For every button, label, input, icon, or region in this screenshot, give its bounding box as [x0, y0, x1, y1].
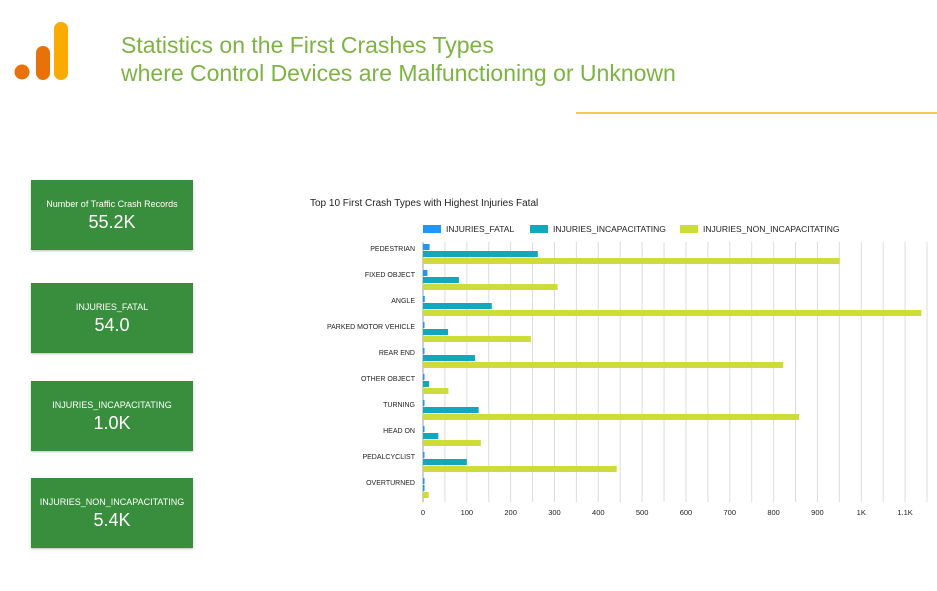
bar[interactable] — [423, 258, 840, 264]
bar[interactable] — [423, 388, 449, 394]
chart-category-labels: PEDESTRIAN FIXED OBJECT ANGLE PARKED MOTOR … — [327, 246, 416, 487]
legend-label: INJURIES_NON_INCAPACITATING — [703, 224, 840, 234]
x-tick-label: 400 — [592, 508, 605, 517]
scorecard-traffic-crash-records: Number of Traffic Crash Records 55.2K — [31, 180, 193, 250]
bar[interactable] — [423, 322, 425, 328]
chart-grid — [422, 242, 928, 502]
bar[interactable] — [423, 310, 922, 316]
scorecard-value: 1.0K — [93, 412, 131, 433]
bar[interactable] — [423, 374, 425, 380]
bar[interactable] — [423, 277, 459, 283]
scorecard-value: 54.0 — [94, 314, 130, 335]
category-label: FIXED OBJECT — [365, 272, 416, 279]
scorecard-injuries-incapacitating: INJURIES_INCAPACITATING 1.0K — [31, 381, 193, 451]
page-title-line-1: Statistics on the First Crashes Types — [121, 32, 494, 58]
bar[interactable] — [423, 407, 479, 413]
category-label: PEDESTRIAN — [370, 246, 415, 253]
bar[interactable] — [423, 440, 481, 446]
scorecard-value: 5.4K — [93, 509, 131, 530]
x-tick-label: 300 — [548, 508, 561, 517]
bar[interactable] — [423, 348, 425, 354]
chart-bars — [423, 244, 922, 498]
bar[interactable] — [423, 284, 558, 290]
bar[interactable] — [423, 355, 476, 361]
bar[interactable] — [423, 244, 430, 250]
crash-types-bar-chart: Top 10 First Crash Types with Highest In… — [310, 198, 928, 517]
legend-swatch — [423, 225, 441, 233]
category-label: REAR END — [379, 350, 415, 357]
x-tick-label: 1K — [857, 508, 866, 517]
x-tick-label: 600 — [680, 508, 693, 517]
x-tick-label: 1.1K — [897, 508, 912, 517]
scorecard-label: INJURIES_FATAL — [75, 301, 149, 312]
x-tick-label: 200 — [504, 508, 517, 517]
legend-swatch — [680, 225, 698, 233]
bar[interactable] — [423, 459, 467, 465]
legend-label: INJURIES_FATAL — [446, 224, 514, 234]
category-label: PEDALCYCLIST — [362, 454, 415, 461]
category-label: PARKED MOTOR VEHICLE — [327, 324, 415, 331]
bar[interactable] — [423, 303, 492, 309]
title-divider — [576, 112, 937, 114]
scorecard-value: 55.2K — [88, 211, 136, 232]
scorecard-injuries-fatal: INJURIES_FATAL 54.0 — [31, 283, 193, 353]
chart-title: Top 10 First Crash Types with Highest In… — [310, 198, 538, 209]
bar[interactable] — [423, 426, 425, 432]
x-tick-label: 900 — [811, 508, 824, 517]
bar[interactable] — [423, 336, 531, 342]
bar[interactable] — [423, 485, 425, 491]
x-tick-label: 800 — [767, 508, 780, 517]
bar[interactable] — [423, 492, 429, 498]
category-label: HEAD ON — [383, 428, 415, 435]
x-tick-label: 700 — [724, 508, 737, 517]
bar[interactable] — [423, 270, 428, 276]
category-label: ANGLE — [391, 298, 415, 305]
legend-swatch — [530, 225, 548, 233]
page-title: Statistics on the First Crashes Types wh… — [121, 31, 676, 87]
scorecard-label: INJURIES_INCAPACITATING — [52, 399, 172, 410]
scorecard-label: INJURIES_NON_INCAPACITATING — [39, 496, 185, 507]
page-title-line-2: where Control Devices are Malfunctioning… — [121, 60, 676, 86]
category-label: TURNING — [383, 402, 415, 409]
bar[interactable] — [423, 478, 425, 484]
bar[interactable] — [423, 362, 784, 368]
bar[interactable] — [423, 381, 430, 387]
bar[interactable] — [423, 251, 538, 257]
scorecard-label: Number of Traffic Crash Records — [46, 198, 178, 209]
x-tick-label: 0 — [421, 508, 425, 517]
logo-dot — [14, 64, 30, 80]
logo-bar-middle — [36, 46, 50, 80]
logo-bar-tall — [54, 22, 68, 80]
bar[interactable] — [423, 414, 800, 420]
bar[interactable] — [423, 433, 439, 439]
category-label: OVERTURNED — [366, 480, 415, 487]
scorecard-injuries-non-incapacitating: INJURIES_NON_INCAPACITATING 5.4K — [31, 478, 193, 548]
legend-label: INJURIES_INCAPACITATING — [553, 224, 666, 234]
bar[interactable] — [423, 452, 425, 458]
category-label: OTHER OBJECT — [361, 376, 416, 383]
bar[interactable] — [423, 329, 448, 335]
bar[interactable] — [423, 296, 425, 302]
x-tick-label: 100 — [461, 508, 474, 517]
bar[interactable] — [423, 466, 617, 472]
analytics-bars-icon — [14, 22, 68, 80]
chart-x-tick-labels: 0 100 200 300 400 500 600 700 800 900 1K 1.1K — [421, 508, 913, 517]
chart-legend: INJURIES_FATAL INJURIES_INCAPACITATING INJ… — [423, 224, 840, 234]
bar[interactable] — [423, 400, 425, 406]
x-tick-label: 500 — [636, 508, 649, 517]
